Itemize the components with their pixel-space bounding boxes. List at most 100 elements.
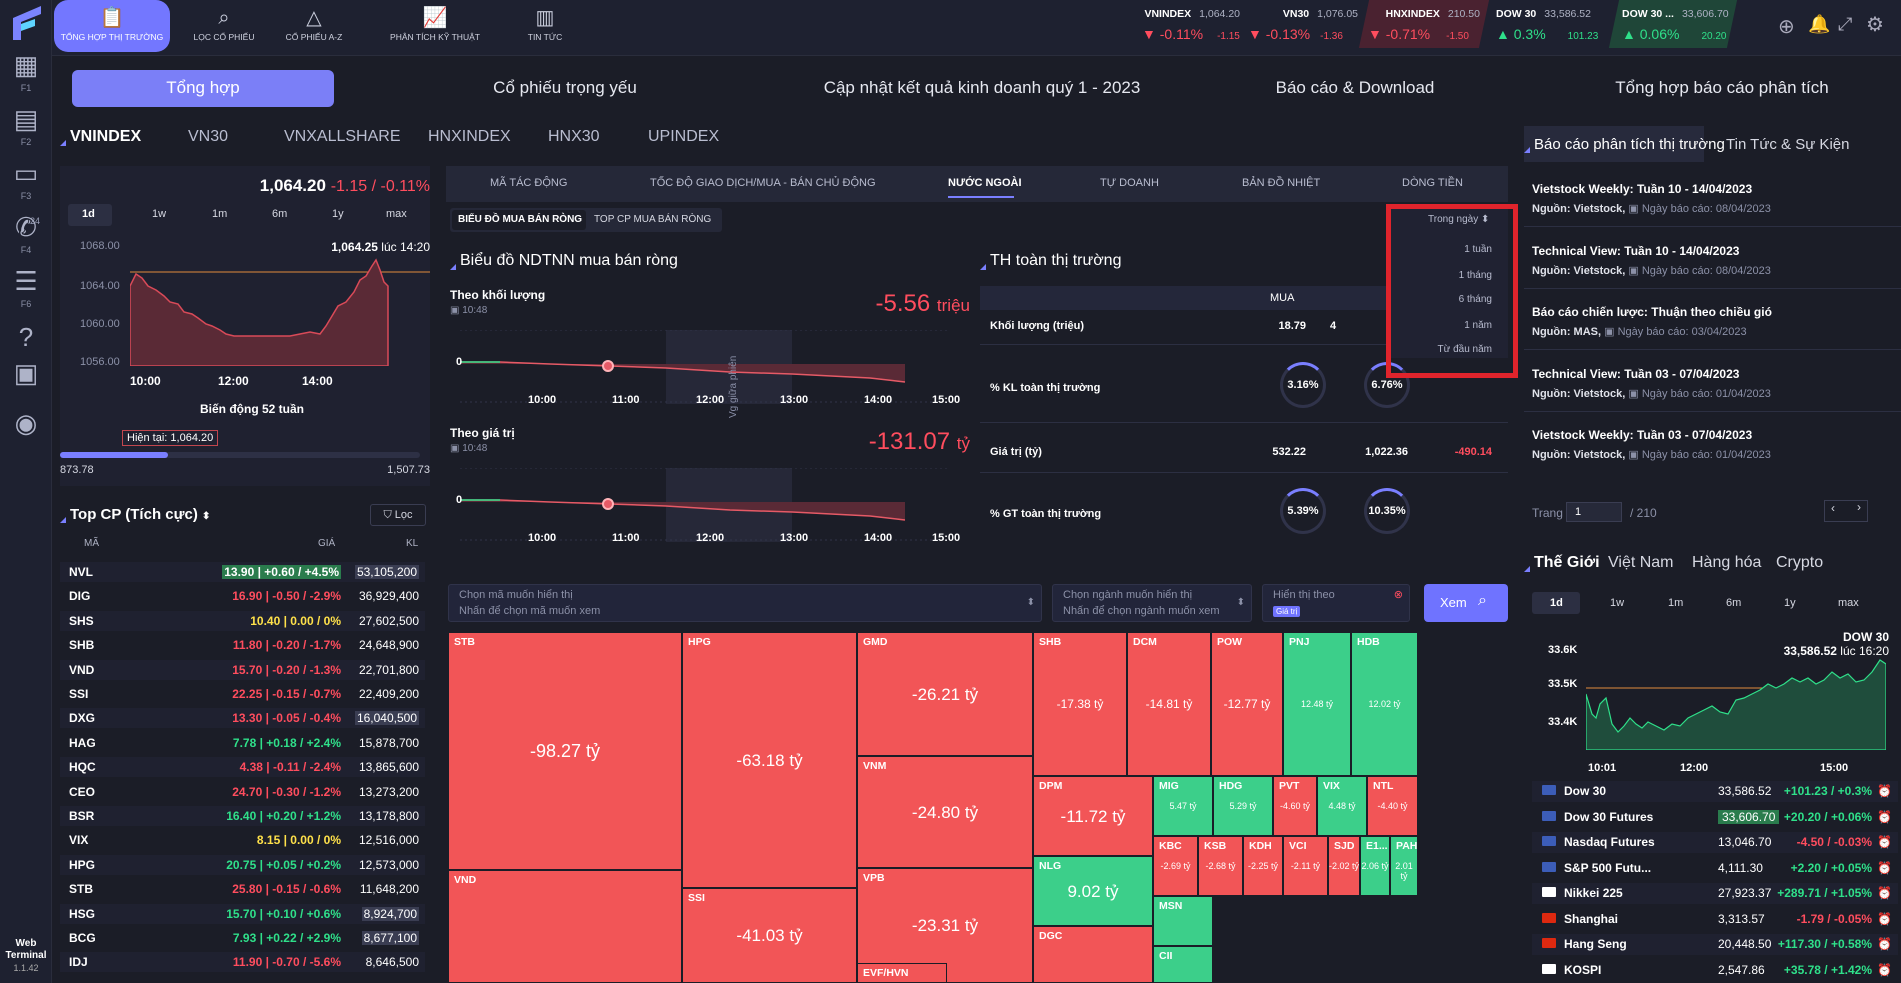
table-row[interactable]: BSR 16.40 | +0.20 / +1.2% 13,178,800 — [60, 806, 425, 826]
tab-foreign[interactable]: NƯỚC NGOÀI — [948, 177, 1022, 189]
heatmap-tile[interactable]: POW -12.77 tỷ — [1211, 632, 1283, 776]
tab-proprietary[interactable]: TỰ DOANH — [1100, 177, 1159, 189]
tab-analysis-summary[interactable]: Tổng hợp báo cáo phân tích — [1615, 78, 1829, 97]
table-row[interactable]: VND 15.70 | -0.20 / -1.3% 22,701,800 — [60, 659, 425, 680]
index-dow30-futures[interactable]: DOW 30 ... 33,606.70 ▲ 0.06% 20.20 — [1622, 8, 1729, 42]
globe-icon[interactable]: ⊕ — [1778, 16, 1795, 38]
heatmap-tile[interactable]: EVF/HVN — [857, 963, 947, 983]
heatmap-tile[interactable]: VCI -2.11 tỷ — [1283, 836, 1328, 896]
tab-impact-codes[interactable]: MÃ TÁC ĐỘNG — [490, 177, 568, 189]
tab-index-upindex[interactable]: UPINDEX — [648, 128, 720, 145]
tab-index-vn30[interactable]: VN30 — [188, 128, 229, 145]
tab-money-flow[interactable]: DÒNG TIỀN — [1402, 177, 1463, 189]
tab-world[interactable]: Thế Giới — [1524, 554, 1600, 572]
table-row[interactable]: SSI 22.25 | -0.15 / -0.7% 22,409,200 — [60, 684, 425, 704]
table-row[interactable]: HAG 7.78 | +0.18 / +2.4% 15,878,700 — [60, 732, 425, 753]
index-dow30[interactable]: DOW 30 33,586.52 ▲ 0.3% 101.23 — [1496, 8, 1599, 42]
index-hnxindex[interactable]: HNXINDEX 210.50 ▼ -0.71% -1.50 — [1368, 8, 1480, 42]
report-item[interactable]: Vietstock Weekly: Tuần 03 - 07/04/2023 Ng… — [1532, 428, 1771, 461]
heatmap-tile[interactable]: HDB 12.02 tỷ — [1351, 632, 1418, 776]
world-index-row[interactable]: S&P 500 Futu... 4,111.30 +2.20 / +0.05% ⏰ — [1532, 857, 1898, 879]
heatmap-tile[interactable]: VIX 4.48 tỷ — [1317, 776, 1367, 836]
tab-index-hnx30[interactable]: HNX30 — [548, 128, 600, 145]
heatmap-tile[interactable]: GMD -26.21 tỷ — [857, 632, 1033, 756]
nav-market-summary[interactable]: 📋 TỔNG HỢP THỊ TRƯỜNG — [54, 0, 170, 52]
nav-stock-filter[interactable]: ⌕ LỌC CỔ PHIẾU — [174, 0, 274, 52]
period-1w[interactable]: 1w — [1610, 597, 1625, 609]
index-vnindex[interactable]: VNINDEX 1,064.20 ▼ -0.11% -1.15 — [1142, 8, 1240, 42]
report-item[interactable]: Technical View: Tuần 10 - 14/04/2023 Nguồ… — [1532, 243, 1771, 277]
report-item[interactable]: Vietstock Weekly: Tuần 10 - 14/04/2023 Ng… — [1532, 182, 1771, 215]
option-ytd[interactable]: Từ đầu năm — [1437, 344, 1493, 355]
period-6m[interactable]: 6m — [272, 208, 288, 220]
table-row[interactable]: HQC 4.38 | -0.11 / -2.4% 13,865,600 — [60, 757, 425, 778]
sidebar-item-phone[interactable]: ✆ 24 F4 — [0, 212, 52, 256]
tab-top-net-stocks[interactable]: TOP CP MUA BÁN RÒNG — [594, 214, 712, 225]
table-row[interactable]: BCG 7.93 | +0.22 / +2.9% 8,677,100 — [60, 928, 425, 948]
period-dropdown[interactable]: Trong ngày ⬍ 1 tuần 1 tháng 6 tháng 1 nă… — [1390, 206, 1508, 358]
table-row[interactable]: DXG 13.30 | -0.05 / -0.4% 16,040,500 — [60, 708, 425, 729]
period-max[interactable]: max — [386, 208, 407, 220]
heatmap-tile[interactable]: NLG 9.02 tỷ — [1033, 856, 1153, 926]
heatmap-tile[interactable]: VNM -24.80 tỷ — [857, 756, 1033, 868]
heatmap-tile[interactable]: STB -98.27 tỷ — [448, 632, 682, 870]
world-index-row[interactable]: Hang Seng 20,448.50 +117.30 / +0.58% ⏰ — [1532, 934, 1898, 955]
period-1w[interactable]: 1w — [152, 208, 167, 220]
heatmap-tile[interactable]: E1... 2.06 tỷ — [1360, 836, 1390, 896]
option-6-months[interactable]: 6 tháng — [1458, 294, 1492, 305]
code-filter[interactable]: Chọn mã muốn hiển thị Nhấn để chọn mã mu… — [448, 584, 1042, 622]
world-index-row[interactable]: KOSPI 2,547.86 +35.78 / +1.42% ⏰ — [1532, 959, 1898, 981]
report-item[interactable]: Technical View: Tuần 03 - 07/04/2023 Nguồ… — [1532, 366, 1771, 400]
heatmap-tile[interactable]: HPG -63.18 tỷ — [682, 632, 857, 888]
period-1d[interactable]: 1d — [82, 208, 95, 220]
tab-index-hnxindex[interactable]: HNXINDEX — [428, 128, 511, 145]
tab-commodities[interactable]: Hàng hóa — [1692, 554, 1762, 571]
world-index-row[interactable]: Nasdaq Futures 13,046.70 -4.50 / -0.03% ⏰ — [1532, 832, 1898, 853]
tab-q1-results[interactable]: Cập nhật kết quả kinh doanh quý 1 - 2023 — [823, 78, 1141, 97]
sidebar-item-dashboard[interactable]: ▦ F1 — [0, 50, 52, 94]
heatmap-tile[interactable]: PVT -4.60 tỷ — [1273, 776, 1317, 836]
heatmap-tile[interactable]: HDG 5.29 tỷ — [1213, 776, 1273, 836]
period-1m[interactable]: 1m — [1668, 597, 1684, 609]
heatmap-tile[interactable]: MSN — [1153, 896, 1213, 946]
table-row[interactable]: SHB 11.80 | -0.20 / -1.7% 24,648,900 — [60, 635, 425, 656]
world-index-row[interactable]: Dow 30 Futures 33,606.70 +20.20 / +0.06% ⏰ — [1532, 806, 1898, 828]
period-1d[interactable]: 1d — [1550, 597, 1563, 609]
heatmap-tile[interactable]: KSB -2.68 tỷ — [1198, 836, 1243, 896]
option-1-week[interactable]: 1 tuần — [1464, 244, 1492, 255]
period-1y[interactable]: 1y — [1784, 597, 1796, 609]
bell-icon[interactable]: 🔔 — [1808, 14, 1831, 34]
view-button[interactable]: Xem ⌕ — [1424, 584, 1508, 622]
tab-summary[interactable]: Tổng hợp — [166, 78, 240, 97]
nav-news[interactable]: ▥ TIN TỨC — [500, 0, 590, 52]
dropdown-selected[interactable]: Trong ngày ⬍ — [1428, 214, 1490, 225]
period-1m[interactable]: 1m — [212, 208, 228, 220]
heatmap-tile[interactable]: SHB -17.38 tỷ — [1033, 632, 1127, 776]
sidebar-item-user[interactable]: ◉ — [0, 408, 52, 438]
table-row[interactable]: DIG 16.90 | -0.50 / -2.9% 36,929,400 — [60, 586, 425, 607]
period-6m[interactable]: 6m — [1726, 597, 1742, 609]
heatmap-tile[interactable]: DGC — [1033, 926, 1153, 983]
heatmap-tile[interactable]: SSI -41.03 tỷ — [682, 888, 857, 983]
heatmap-tile[interactable]: NTL -4.40 tỷ — [1367, 776, 1418, 836]
page-input[interactable]: 1 — [1566, 502, 1622, 522]
tab-news-events[interactable]: Tin Tức & Sự Kiện — [1726, 136, 1850, 153]
table-row[interactable]: IDJ 11.90 | -0.70 / -5.6% 8,646,500 — [60, 952, 425, 973]
tab-market-reports[interactable]: Báo cáo phân tích thị trường — [1524, 136, 1725, 153]
period-max[interactable]: max — [1838, 597, 1859, 609]
tab-vietnam[interactable]: Việt Nam — [1608, 554, 1674, 571]
heatmap-tile[interactable]: MIG 5.47 tỷ — [1153, 776, 1213, 836]
tab-trade-speed[interactable]: TỐC ĐỘ GIAO DỊCH/MUA - BÁN CHỦ ĐỘNG — [650, 177, 876, 189]
sector-filter[interactable]: Chọn ngành muốn hiển thị Nhấn để chọn ng… — [1052, 584, 1252, 622]
heatmap-tile[interactable]: KDH -2.25 tỷ — [1243, 836, 1283, 896]
tab-summary-active[interactable] — [72, 70, 334, 107]
index-vn30[interactable]: VN30 1,076.05 ▼ -0.13% -1.36 — [1248, 8, 1358, 42]
option-1-month[interactable]: 1 tháng — [1458, 270, 1492, 281]
table-row[interactable]: CEO 24.70 | -0.30 / -1.2% 13,273,200 — [60, 781, 425, 802]
tab-net-trade-chart[interactable]: BIỂU ĐỒ MUA BÁN RÒNG — [458, 214, 583, 225]
prev-page-button[interactable]: ‹ — [1824, 500, 1868, 522]
tab-reports-download[interactable]: Báo cáo & Download — [1275, 78, 1435, 97]
table-row[interactable]: STB 25.80 | -0.15 / -0.6% 11,648,200 — [60, 879, 425, 900]
tab-crypto[interactable]: Crypto — [1776, 554, 1824, 571]
settings-icon[interactable]: ⚙ — [1866, 14, 1884, 36]
